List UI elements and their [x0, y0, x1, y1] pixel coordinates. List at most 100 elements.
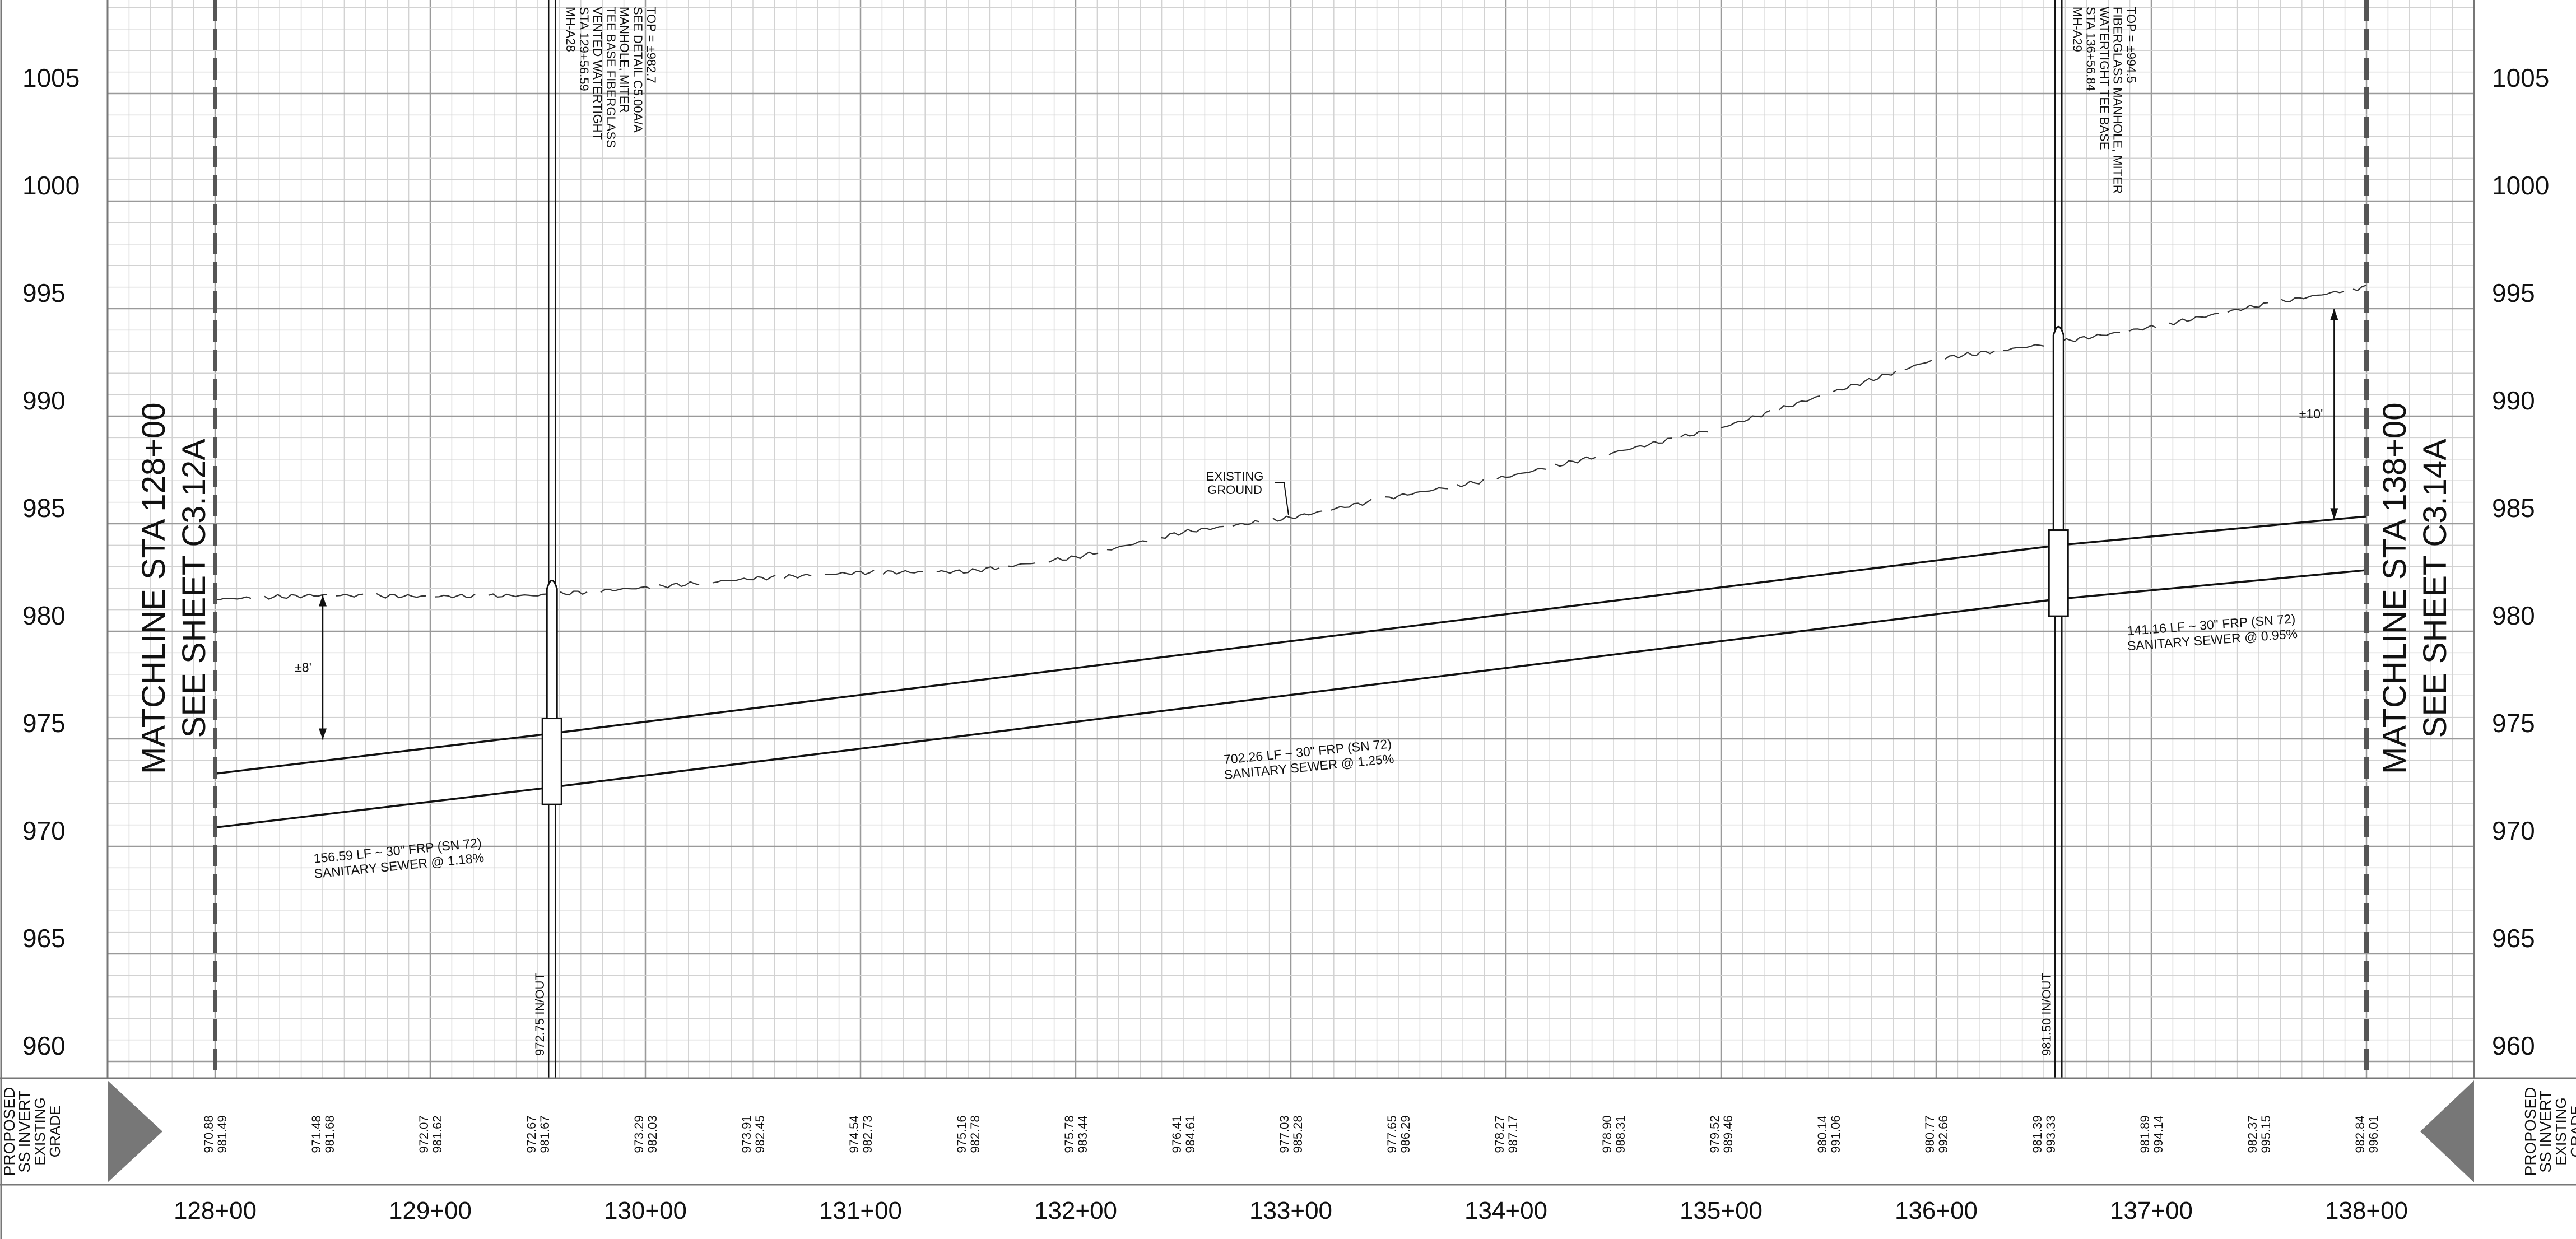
matchline-label-line2: SEE SHEET C3.14A	[2417, 439, 2453, 738]
manhole-invert-label: 981.50 IN/OUT	[2039, 973, 2053, 1056]
station-label: 128+00	[174, 1197, 257, 1224]
elevation-label-right: 1000	[2492, 171, 2549, 200]
existing-ground-line	[1721, 409, 1771, 428]
elevation-label-right: 975	[2492, 709, 2535, 738]
band-invert-value: 978.90	[1600, 1115, 1614, 1153]
band-grade-value: 987.17	[1506, 1115, 1520, 1153]
band-grade-value: 988.31	[1614, 1115, 1628, 1153]
existing-ground-line	[215, 596, 252, 601]
station-label: 134+00	[1464, 1197, 1547, 1224]
elevation-label-right: 970	[2492, 816, 2535, 845]
band-grade: 982.45	[753, 1115, 767, 1153]
existing-ground-line	[2003, 344, 2044, 351]
band-invert-value: 981.39	[2030, 1115, 2044, 1153]
band-invert-value: 982.37	[2245, 1115, 2259, 1153]
band-invert: 975.78	[1062, 1115, 1076, 1153]
band-row-label: SS INVERT	[16, 1090, 33, 1172]
band-grade: 994.14	[2151, 1115, 2165, 1153]
matchline-label-line2: SEE SHEET C3.12A	[176, 439, 212, 738]
manhole-riser	[2052, 325, 2064, 530]
band-grade-value: 981.68	[323, 1115, 337, 1153]
band-invert-value: 981.89	[2138, 1115, 2152, 1153]
band-invert: 978.27	[1492, 1115, 1506, 1153]
band-grade: 982.78	[968, 1115, 982, 1153]
band-invert-value: 972.07	[417, 1115, 431, 1153]
dimension-arrow	[2330, 508, 2338, 520]
existing-ground-line	[488, 593, 552, 598]
manhole-invert: 972.75 IN/OUT	[533, 973, 547, 1056]
manhole-callout-line: FIBERGLASS MANHOLE, MITER	[2110, 7, 2124, 194]
band-invert-value: 973.29	[632, 1115, 646, 1153]
existing-ground-line	[1048, 551, 1099, 563]
band-grade-value: 982.78	[968, 1115, 982, 1153]
dimension-label: ±8'	[295, 660, 311, 675]
existing-ground-line	[658, 581, 700, 589]
existing-ground-line	[600, 586, 650, 593]
existing-ground-line	[936, 566, 1000, 574]
band-grade: 981.49	[215, 1115, 229, 1153]
existing-ground-profile	[215, 285, 2367, 601]
band-grade-value: 982.03	[645, 1115, 659, 1153]
station-label: 138+00	[2325, 1197, 2408, 1224]
existing-ground-line	[712, 574, 776, 584]
manhole-invert-label: 972.75 IN/OUT	[533, 973, 547, 1056]
existing-ground-line	[1555, 456, 1596, 467]
elevation-label-right: 960	[2492, 1031, 2535, 1060]
band-grade-value: 981.49	[215, 1115, 229, 1153]
band-invert: 970.88	[202, 1115, 216, 1153]
band-grade-value: 989.46	[1721, 1115, 1735, 1153]
manhole-base	[2048, 529, 2069, 617]
band-row-label: GRADE	[47, 1106, 63, 1157]
band-grade-value: 985.28	[1291, 1115, 1305, 1153]
band-row-label: PROPOSED	[1, 1087, 18, 1176]
manholes: MH-A28 STA 129+56.59 VENTED WATERTIGHT TEE …	[533, 0, 2138, 1078]
band-invert-value: 972.67	[524, 1115, 538, 1153]
elevation-label-right: 965	[2492, 924, 2535, 953]
band-invert-value: 977.03	[1277, 1115, 1291, 1153]
matchline-label-line1: MATCHLINE STA 128+00	[136, 402, 172, 774]
band-invert-value: 976.41	[1170, 1115, 1184, 1153]
existing-ground-line	[1331, 499, 1372, 511]
band-invert-value: 971.48	[309, 1115, 323, 1153]
matchline-label-line1: MATCHLINE STA 138+00	[2377, 402, 2413, 774]
elevation-label-left: 960	[22, 1031, 66, 1060]
band-grade: 983.44	[1076, 1115, 1090, 1153]
elevation-label-left: 975	[22, 709, 66, 738]
leader-line	[1275, 482, 1289, 515]
band-invert: 978.90	[1600, 1115, 1614, 1153]
existing-ground-line	[2128, 324, 2156, 332]
band-invert: 980.14	[1815, 1115, 1829, 1153]
band-invert-value: 980.77	[1923, 1115, 1937, 1153]
station-label: 130+00	[604, 1197, 687, 1224]
band-grade: 981.62	[430, 1115, 444, 1153]
band-invert: 982.37	[2245, 1115, 2259, 1153]
band-grade: 989.46	[1721, 1115, 1735, 1153]
existing-ground-line	[784, 574, 812, 579]
manhole-callout-line: SEE DETAIL C5.00A/A	[631, 7, 645, 133]
matchlines: MATCHLINE STA 128+00 SEE SHEET C3.12A MATC…	[136, 0, 2453, 1078]
band-grade-value: 993.33	[2044, 1115, 2058, 1153]
band-invert: 973.29	[632, 1115, 646, 1153]
band-invert-value: 970.88	[202, 1115, 216, 1153]
existing-ground-line	[2227, 302, 2268, 313]
manhole-callout-line: STA 136+56.84	[2084, 7, 2098, 91]
existing-ground-line	[376, 593, 426, 599]
band-grade-value: 991.06	[1829, 1115, 1843, 1153]
elevation-label-left: 985	[22, 493, 66, 523]
band-invert: 977.03	[1277, 1115, 1291, 1153]
elevation-label-right: 995	[2492, 278, 2535, 308]
existing-ground-label: EXISTING	[1206, 469, 1264, 483]
band-arrow-right	[2420, 1080, 2474, 1182]
band-invert: 976.41	[1170, 1115, 1184, 1153]
band-grade-value: 982.45	[753, 1115, 767, 1153]
matchline-label: MATCHLINE STA 128+00 SEE SHEET C3.12A	[136, 402, 212, 774]
existing-ground-line	[824, 570, 875, 576]
band-invert-value: 973.91	[740, 1115, 754, 1153]
band-grade-value: 994.14	[2151, 1115, 2165, 1153]
band-grade: 981.68	[323, 1115, 337, 1153]
elevation-label-left: 970	[22, 816, 66, 845]
profile-grid	[106, 0, 2475, 1079]
